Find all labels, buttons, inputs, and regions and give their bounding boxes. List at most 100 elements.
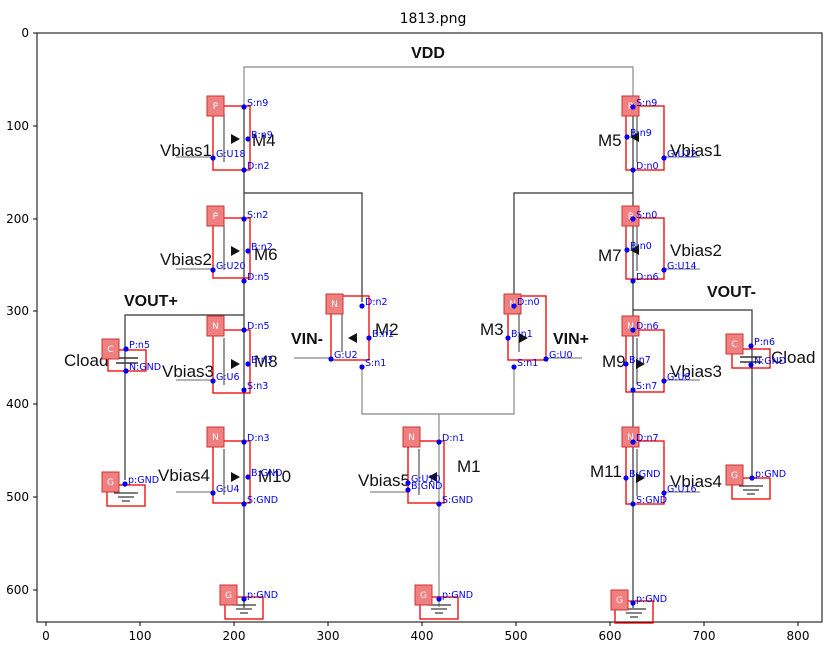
vout-minus-label: VOUT- (707, 284, 756, 301)
pin-label: G:U4 (216, 484, 240, 495)
pin-label: G:U14 (667, 261, 697, 272)
x-tick-label: 300 (317, 629, 340, 643)
pin-label: B:GND (411, 481, 443, 492)
pin-dot (241, 596, 247, 602)
pin-label: D:n5 (247, 272, 270, 283)
pin-label: N:GND (129, 362, 161, 373)
pin-dot (241, 439, 247, 445)
transistor-arrow-icon (630, 245, 639, 255)
transistor-arrow-icon (231, 472, 240, 482)
component-type-badge (206, 205, 225, 227)
transistor-arrow-icon (231, 359, 240, 369)
pin-label: G:U10 (411, 474, 441, 485)
component-bounding-box (212, 217, 251, 279)
component-bounding-box (507, 295, 547, 361)
figure-title: 1813.png (400, 11, 467, 27)
pin-label: D:n6 (636, 272, 659, 283)
component-bounding-box (212, 329, 251, 394)
pin-dot (405, 480, 411, 486)
pin-label: G:U18 (216, 149, 246, 160)
axes-frame (36, 32, 823, 623)
pin-dot (661, 267, 667, 273)
transistor-arrow-icon (231, 134, 240, 144)
pin-label: B:n9 (251, 130, 273, 141)
component-type-label: G (420, 591, 427, 601)
vbias1-left-label: Vbias1 (160, 141, 212, 160)
transistor-arrow-icon (636, 473, 645, 483)
m6-label: M6 (254, 245, 278, 264)
pin-dot (630, 278, 636, 284)
pin-label: S:n9 (636, 98, 657, 109)
vbias3-left-label: Vbias3 (162, 362, 214, 381)
pin-dot (436, 439, 442, 445)
component-type-badge (725, 464, 744, 486)
pin-label: P:n6 (754, 337, 775, 348)
pin-dot (122, 481, 128, 487)
pin-dot (359, 303, 365, 309)
component-type-label: G (107, 478, 114, 488)
pin-label: B:GND (251, 468, 283, 479)
pin-dot (749, 475, 755, 481)
pin-dot (748, 343, 754, 349)
y-tick-label: 100 (6, 119, 29, 133)
pin-label: p:GND (128, 475, 159, 486)
pin-label: D:n2 (247, 161, 270, 172)
component-bounding-box (731, 348, 771, 369)
pin-dot (241, 167, 247, 173)
component-type-badge (621, 205, 640, 227)
pin-dot (241, 387, 247, 393)
component-type-badge (101, 338, 120, 360)
component-type-badge (219, 584, 238, 606)
pin-dot (328, 356, 334, 362)
pin-dot (630, 501, 636, 507)
pin-label: S:n1 (517, 358, 538, 369)
pin-dot (511, 303, 517, 309)
component-type-badge (414, 584, 433, 606)
component-type-label: N (627, 433, 634, 443)
pin-dot (661, 490, 667, 496)
pin-dot (505, 335, 511, 341)
transistor-arrow-icon (519, 333, 528, 343)
vin-plus-label: VIN+ (553, 331, 589, 348)
pin-label: S:GND (247, 495, 278, 506)
component-type-badge (206, 95, 225, 117)
pin-label: G:U2 (334, 350, 358, 361)
x-tick-label: 400 (411, 629, 434, 643)
pin-label: B:n3 (251, 355, 273, 366)
pin-dot (623, 475, 629, 481)
transistor-arrow-icon (630, 132, 639, 142)
pin-label: S:n2 (247, 210, 268, 221)
m10-label: M10 (258, 467, 291, 486)
transistor-arrow-icon (348, 333, 357, 343)
vbias3-right-label: Vbias3 (670, 362, 722, 381)
pin-dot (210, 490, 216, 496)
component-type-badge (621, 95, 640, 117)
vbias2-right-label: Vbias2 (670, 241, 722, 260)
y-tick-label: 500 (6, 490, 29, 504)
component-bounding-box (407, 440, 445, 504)
vbias1-right-label: Vbias1 (670, 141, 722, 160)
component-bounding-box (625, 440, 665, 505)
pin-label: S:n3 (247, 381, 268, 392)
component-type-label: P (213, 102, 219, 112)
x-tick-label: 600 (599, 629, 622, 643)
component-type-label: N (212, 322, 219, 332)
component-type-label: N (331, 300, 338, 310)
pin-label: D:n2 (365, 297, 388, 308)
pin-label: D:n0 (517, 297, 540, 308)
x-tick-label: 500 (505, 629, 528, 643)
pin-dot (245, 474, 251, 480)
pin-label: p:GND (247, 590, 278, 601)
m3-label: M3 (480, 320, 504, 339)
pin-dot (748, 362, 754, 368)
pin-label: S:GND (442, 495, 473, 506)
m4-label: M4 (252, 131, 276, 150)
m11-label: M11 (590, 462, 622, 481)
transistor-arrow-icon (231, 246, 240, 256)
pin-label: B:n1 (372, 329, 394, 340)
pin-dot (624, 247, 630, 253)
pin-label: D:n1 (442, 433, 465, 444)
vout-plus-label: VOUT+ (124, 293, 178, 310)
pin-dot (359, 364, 365, 370)
y-tick-label: 300 (6, 304, 29, 318)
